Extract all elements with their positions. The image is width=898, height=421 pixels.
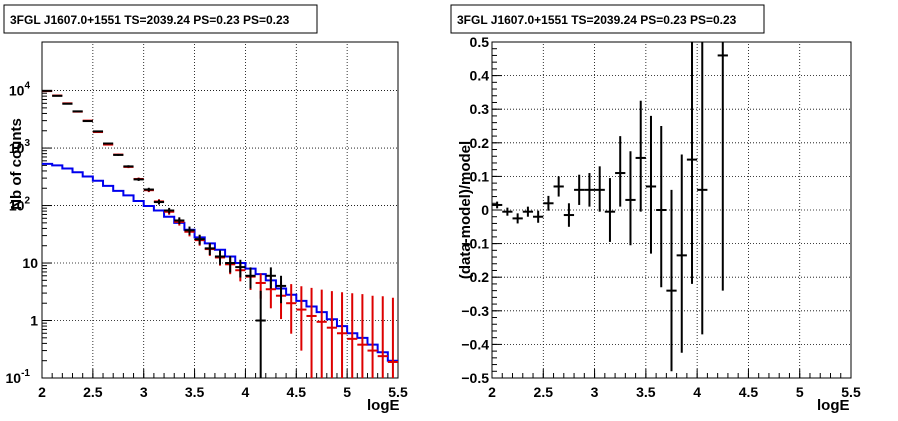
right-axis-ticks: 2 2.5 3 3.5 4 4.5 5 5.5 −0.5 −0.4 −0.3 −0.2 −0.1 0 0.1… [461, 34, 861, 400]
counts-spectrum-panel: 3FGL J1607.0+1551 TS=2039.24 PS=0.23 PS=… [3, 4, 408, 414]
left-y-tick-label: 1 [30, 313, 38, 329]
right-x-tick-label: 3.5 [636, 384, 656, 400]
left-gridlines [42, 42, 398, 378]
right-x-tick-label: 2.5 [534, 384, 554, 400]
left-x-tick-label: 4 [242, 384, 250, 400]
right-y-axis-title: (data-model)/model [457, 141, 474, 279]
right-x-tick-label: 3 [591, 384, 599, 400]
right-y-tick-label: −0.4 [461, 336, 489, 352]
right-title-box [450, 4, 765, 34]
left-x-tick-label: 2.5 [83, 384, 103, 400]
residual-panel: 3FGL J1607.0+1551 TS=2039.24 PS=0.23 PS=… [450, 4, 861, 414]
right-y-tick-label: 0.2 [470, 135, 490, 151]
left-y-tick-exponent: 4 [24, 81, 30, 92]
right-x-axis-title: logE [817, 397, 850, 414]
right-x-tick-label: 5 [796, 384, 804, 400]
right-gridlines [492, 42, 851, 378]
right-x-tick-label: 5.5 [841, 384, 861, 400]
left-y-tick-exponent: 2 [24, 196, 30, 207]
right-y-tick-label: −0.2 [461, 269, 489, 285]
right-y-tick-label: 0 [481, 202, 489, 218]
left-y-tick-exponent: 3 [24, 138, 30, 149]
right-x-tick-label: 4 [693, 384, 701, 400]
right-y-tick-label: 0.4 [470, 68, 490, 84]
left-model-histogram-line [42, 162, 398, 362]
left-y-axis-title: Nb of counts [8, 118, 25, 210]
left-x-tick-label: 3 [140, 384, 148, 400]
left-x-tick-label: 5.5 [388, 384, 408, 400]
right-x-tick-label: 2 [488, 384, 496, 400]
left-y-tick-exponent: -1 [21, 368, 30, 379]
left-y-tick-label: 10 [22, 255, 38, 271]
left-x-tick-label: 4.5 [287, 384, 307, 400]
left-title-box [3, 4, 318, 34]
left-x-tick-label: 3.5 [185, 384, 205, 400]
right-y-tick-label: −0.3 [461, 303, 489, 319]
left-title: 3FGL J1607.0+1551 TS=2039.24 PS=0.23 PS=… [10, 13, 290, 27]
left-x-tick-label: 2 [38, 384, 46, 400]
left-x-axis-title: logE [367, 397, 400, 414]
left-x-tick-label: 5 [343, 384, 351, 400]
right-title: 3FGL J1607.0+1551 TS=2039.24 PS=0.23 PS=… [457, 13, 737, 27]
right-y-tick-label: 0.5 [470, 34, 490, 50]
right-x-tick-label: 4.5 [739, 384, 759, 400]
left-plot-frame [41, 41, 399, 379]
right-y-tick-label: 0.3 [470, 101, 490, 117]
right-y-tick-label: −0.1 [461, 236, 489, 252]
left-y-tick-label: 10-1 [6, 368, 31, 386]
right-y-tick-label: 0.1 [470, 168, 490, 184]
right-y-tick-label: −0.5 [461, 370, 489, 386]
left-y-tick-label: 104 [9, 81, 31, 99]
right-data-marks [492, 42, 728, 372]
left-data-marks [42, 89, 398, 378]
